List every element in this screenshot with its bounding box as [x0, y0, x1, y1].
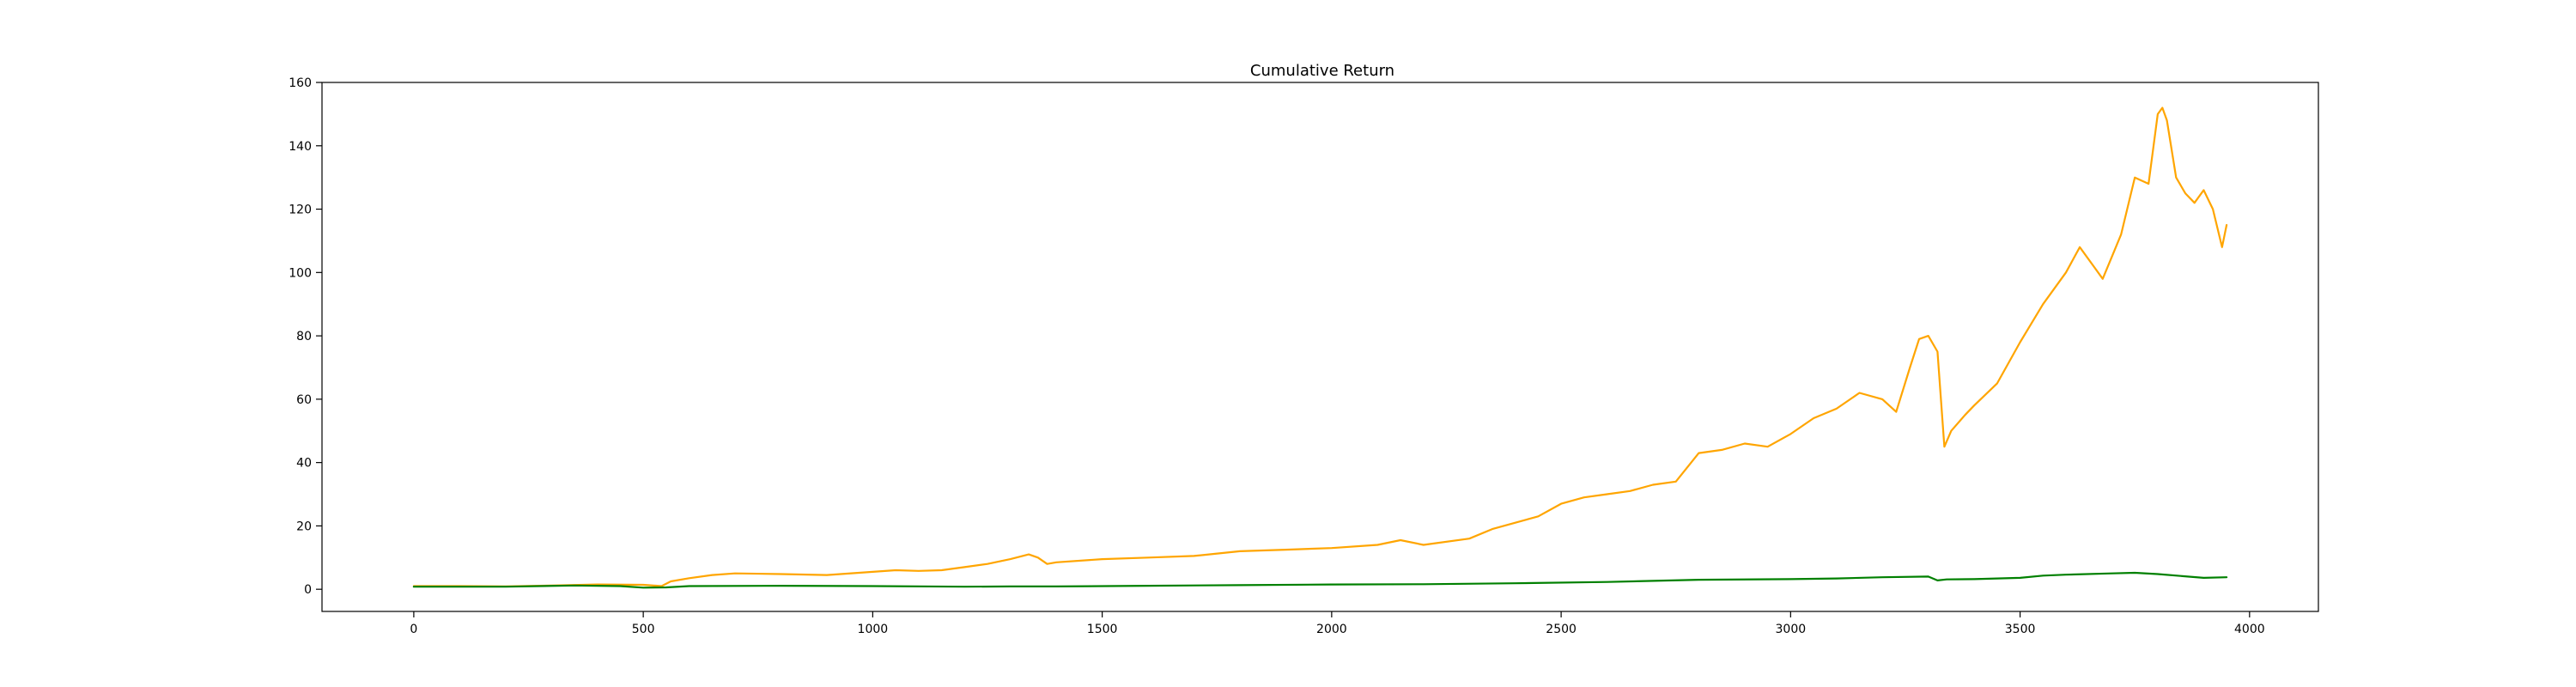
axes-frame: [321, 82, 2319, 612]
y-tick-label: 20: [296, 520, 312, 533]
x-tick-label: 3500: [2005, 623, 2036, 636]
chart-title: Cumulative Return: [1250, 62, 1394, 80]
y-tick-label: 120: [289, 204, 312, 217]
y-tick-label: 160: [289, 76, 312, 90]
y-tick-label: 40: [296, 457, 312, 471]
y-tick-label: 140: [289, 140, 312, 154]
y-tick-label: 100: [289, 266, 312, 280]
x-tick-label: 4000: [2234, 623, 2265, 636]
plot-area: [412, 106, 2228, 589]
series-line-1: [412, 106, 2228, 588]
y-tick-label: 60: [296, 393, 312, 407]
x-tick-label: 1000: [858, 623, 889, 636]
x-tick-label: 2500: [1546, 623, 1577, 636]
y-tick-label: 80: [296, 330, 312, 344]
x-axis: 0 500 1000 1500 2000 2500 3000 3500 4000: [410, 611, 2265, 636]
y-axis: 0 20 40 60 80 100 120 140 160: [289, 76, 322, 597]
x-tick-label: 2000: [1316, 623, 1347, 636]
x-tick-label: 1500: [1087, 623, 1118, 636]
x-tick-label: 3000: [1776, 623, 1807, 636]
y-tick-label: 0: [304, 583, 312, 597]
x-tick-label: 0: [410, 623, 417, 636]
series-line-2: [412, 571, 2228, 589]
x-tick-label: 500: [632, 623, 655, 636]
